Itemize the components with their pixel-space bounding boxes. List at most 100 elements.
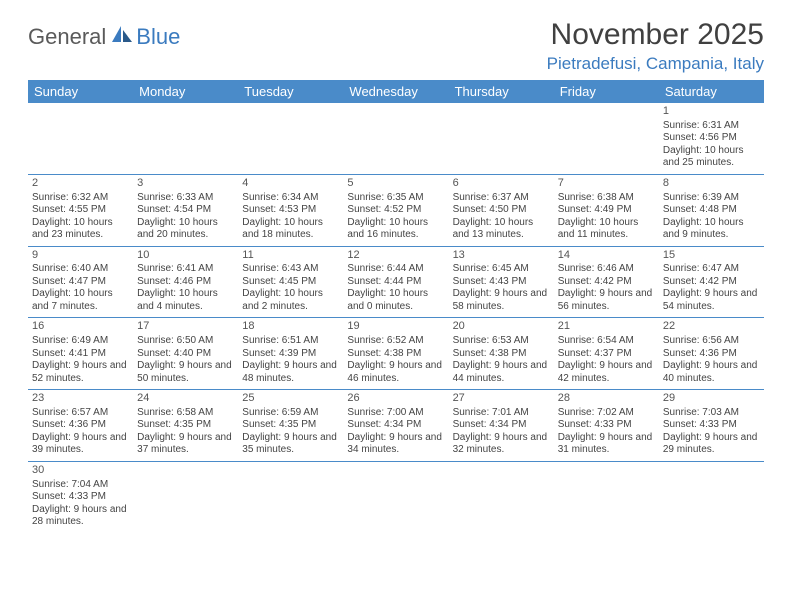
calendar-row: 9Sunrise: 6:40 AMSunset: 4:47 PMDaylight… — [28, 246, 764, 318]
title-block: November 2025 Pietradefusi, Campania, It… — [547, 18, 764, 74]
sunset-text: Sunset: 4:33 PM — [32, 491, 129, 504]
sunset-text: Sunset: 4:53 PM — [242, 204, 339, 217]
calendar-cell: 14Sunrise: 6:46 AMSunset: 4:42 PMDayligh… — [554, 246, 659, 318]
calendar-cell: 27Sunrise: 7:01 AMSunset: 4:34 PMDayligh… — [449, 390, 554, 462]
calendar-cell: 22Sunrise: 6:56 AMSunset: 4:36 PMDayligh… — [659, 318, 764, 390]
weekday-row: Sunday Monday Tuesday Wednesday Thursday… — [28, 80, 764, 103]
sunrise-text: Sunrise: 6:45 AM — [453, 263, 550, 276]
calendar-cell: 23Sunrise: 6:57 AMSunset: 4:36 PMDayligh… — [28, 390, 133, 462]
calendar-cell: 15Sunrise: 6:47 AMSunset: 4:42 PMDayligh… — [659, 246, 764, 318]
day-number: 30 — [32, 464, 129, 478]
daylight-text: Daylight: 9 hours and 34 minutes. — [347, 432, 444, 457]
daylight-text: Daylight: 10 hours and 20 minutes. — [137, 217, 234, 242]
calendar-cell: 4Sunrise: 6:34 AMSunset: 4:53 PMDaylight… — [238, 174, 343, 246]
day-number: 10 — [137, 249, 234, 263]
daylight-text: Daylight: 10 hours and 2 minutes. — [242, 288, 339, 313]
sunrise-text: Sunrise: 6:34 AM — [242, 192, 339, 205]
sunset-text: Sunset: 4:35 PM — [137, 419, 234, 432]
sunset-text: Sunset: 4:52 PM — [347, 204, 444, 217]
calendar-cell: 30Sunrise: 7:04 AMSunset: 4:33 PMDayligh… — [28, 461, 133, 532]
daylight-text: Daylight: 10 hours and 9 minutes. — [663, 217, 760, 242]
calendar-cell: 17Sunrise: 6:50 AMSunset: 4:40 PMDayligh… — [133, 318, 238, 390]
calendar-cell — [28, 103, 133, 174]
calendar-cell — [133, 461, 238, 532]
calendar-row: 16Sunrise: 6:49 AMSunset: 4:41 PMDayligh… — [28, 318, 764, 390]
day-number: 25 — [242, 392, 339, 406]
sunset-text: Sunset: 4:33 PM — [663, 419, 760, 432]
sunset-text: Sunset: 4:35 PM — [242, 419, 339, 432]
weekday-header: Sunday — [28, 80, 133, 103]
weekday-header: Friday — [554, 80, 659, 103]
sunset-text: Sunset: 4:50 PM — [453, 204, 550, 217]
sunrise-text: Sunrise: 6:46 AM — [558, 263, 655, 276]
calendar-cell: 1Sunrise: 6:31 AMSunset: 4:56 PMDaylight… — [659, 103, 764, 174]
sunrise-text: Sunrise: 6:56 AM — [663, 335, 760, 348]
calendar-cell — [449, 461, 554, 532]
daylight-text: Daylight: 9 hours and 54 minutes. — [663, 288, 760, 313]
daylight-text: Daylight: 10 hours and 25 minutes. — [663, 145, 760, 170]
calendar-cell: 9Sunrise: 6:40 AMSunset: 4:47 PMDaylight… — [28, 246, 133, 318]
calendar-cell — [238, 103, 343, 174]
calendar-cell: 11Sunrise: 6:43 AMSunset: 4:45 PMDayligh… — [238, 246, 343, 318]
sunset-text: Sunset: 4:43 PM — [453, 276, 550, 289]
calendar-cell — [554, 103, 659, 174]
sunset-text: Sunset: 4:38 PM — [453, 348, 550, 361]
calendar-cell: 25Sunrise: 6:59 AMSunset: 4:35 PMDayligh… — [238, 390, 343, 462]
calendar-cell — [133, 103, 238, 174]
calendar-cell: 10Sunrise: 6:41 AMSunset: 4:46 PMDayligh… — [133, 246, 238, 318]
daylight-text: Daylight: 9 hours and 48 minutes. — [242, 360, 339, 385]
day-number: 24 — [137, 392, 234, 406]
sunrise-text: Sunrise: 6:58 AM — [137, 407, 234, 420]
day-number: 21 — [558, 320, 655, 334]
daylight-text: Daylight: 9 hours and 39 minutes. — [32, 432, 129, 457]
daylight-text: Daylight: 9 hours and 52 minutes. — [32, 360, 129, 385]
calendar-cell: 29Sunrise: 7:03 AMSunset: 4:33 PMDayligh… — [659, 390, 764, 462]
sunrise-text: Sunrise: 6:37 AM — [453, 192, 550, 205]
sunrise-text: Sunrise: 7:02 AM — [558, 407, 655, 420]
calendar-row: 30Sunrise: 7:04 AMSunset: 4:33 PMDayligh… — [28, 461, 764, 532]
day-number: 27 — [453, 392, 550, 406]
calendar-cell: 12Sunrise: 6:44 AMSunset: 4:44 PMDayligh… — [343, 246, 448, 318]
daylight-text: Daylight: 10 hours and 18 minutes. — [242, 217, 339, 242]
weekday-header: Saturday — [659, 80, 764, 103]
sunrise-text: Sunrise: 7:01 AM — [453, 407, 550, 420]
sunrise-text: Sunrise: 6:39 AM — [663, 192, 760, 205]
calendar-table: Sunday Monday Tuesday Wednesday Thursday… — [28, 80, 764, 533]
sunset-text: Sunset: 4:47 PM — [32, 276, 129, 289]
day-number: 11 — [242, 249, 339, 263]
calendar-cell — [238, 461, 343, 532]
day-number: 9 — [32, 249, 129, 263]
daylight-text: Daylight: 9 hours and 40 minutes. — [663, 360, 760, 385]
sunset-text: Sunset: 4:38 PM — [347, 348, 444, 361]
daylight-text: Daylight: 10 hours and 13 minutes. — [453, 217, 550, 242]
daylight-text: Daylight: 9 hours and 42 minutes. — [558, 360, 655, 385]
day-number: 23 — [32, 392, 129, 406]
day-number: 8 — [663, 177, 760, 191]
sunrise-text: Sunrise: 7:03 AM — [663, 407, 760, 420]
calendar-cell: 2Sunrise: 6:32 AMSunset: 4:55 PMDaylight… — [28, 174, 133, 246]
weekday-header: Tuesday — [238, 80, 343, 103]
month-title: November 2025 — [547, 18, 764, 52]
sunset-text: Sunset: 4:55 PM — [32, 204, 129, 217]
sunrise-text: Sunrise: 6:59 AM — [242, 407, 339, 420]
calendar-cell — [449, 103, 554, 174]
sunrise-text: Sunrise: 6:33 AM — [137, 192, 234, 205]
calendar-cell: 7Sunrise: 6:38 AMSunset: 4:49 PMDaylight… — [554, 174, 659, 246]
sunset-text: Sunset: 4:46 PM — [137, 276, 234, 289]
day-number: 29 — [663, 392, 760, 406]
sunrise-text: Sunrise: 6:32 AM — [32, 192, 129, 205]
calendar-cell: 26Sunrise: 7:00 AMSunset: 4:34 PMDayligh… — [343, 390, 448, 462]
day-number: 18 — [242, 320, 339, 334]
daylight-text: Daylight: 9 hours and 29 minutes. — [663, 432, 760, 457]
sunrise-text: Sunrise: 6:35 AM — [347, 192, 444, 205]
sunrise-text: Sunrise: 6:41 AM — [137, 263, 234, 276]
sunset-text: Sunset: 4:42 PM — [663, 276, 760, 289]
day-number: 15 — [663, 249, 760, 263]
sunset-text: Sunset: 4:33 PM — [558, 419, 655, 432]
weekday-header: Monday — [133, 80, 238, 103]
sunset-text: Sunset: 4:36 PM — [663, 348, 760, 361]
weekday-header: Thursday — [449, 80, 554, 103]
daylight-text: Daylight: 10 hours and 23 minutes. — [32, 217, 129, 242]
calendar-cell: 28Sunrise: 7:02 AMSunset: 4:33 PMDayligh… — [554, 390, 659, 462]
daylight-text: Daylight: 9 hours and 56 minutes. — [558, 288, 655, 313]
